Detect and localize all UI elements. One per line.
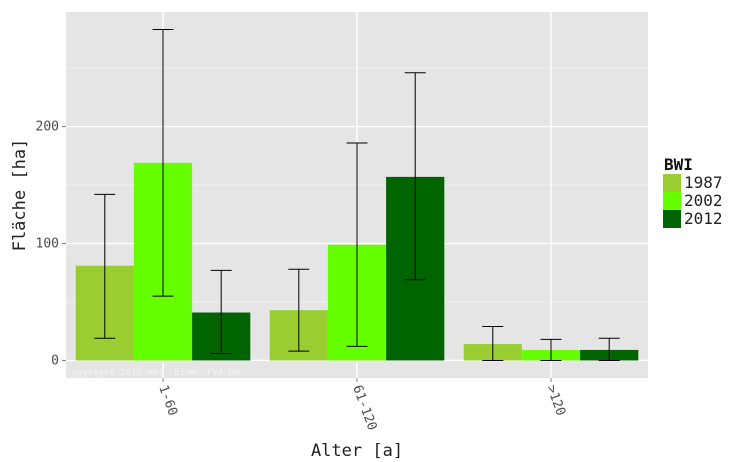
y-axis: 0 100 200 xyxy=(36,120,66,368)
x-tick-label: 61-120 xyxy=(349,383,379,432)
legend-swatch xyxy=(663,210,681,228)
x-axis-title: Alter [a] xyxy=(311,441,403,461)
x-tick-label: >120 xyxy=(543,383,568,418)
copyright-annotation: Copyright 2015 Abt. Biom. FVA BW xyxy=(66,368,240,378)
y-tick-label: 100 xyxy=(36,237,59,252)
legend-label: 2002 xyxy=(684,191,723,210)
y-tick-label: 200 xyxy=(36,120,59,135)
legend-label: 1987 xyxy=(684,173,723,192)
legend-swatch xyxy=(663,174,681,192)
legend-swatch xyxy=(663,192,681,210)
x-axis: 1-60 61-120 >120 xyxy=(155,378,568,433)
y-tick-label: 0 xyxy=(51,353,59,368)
error-bars xyxy=(94,29,620,361)
x-tick-label: 1-60 xyxy=(155,383,180,418)
y-axis-title: Fläche [ha] xyxy=(10,139,30,252)
legend-title: BWI xyxy=(664,155,693,174)
legend-label: 2012 xyxy=(684,209,723,228)
